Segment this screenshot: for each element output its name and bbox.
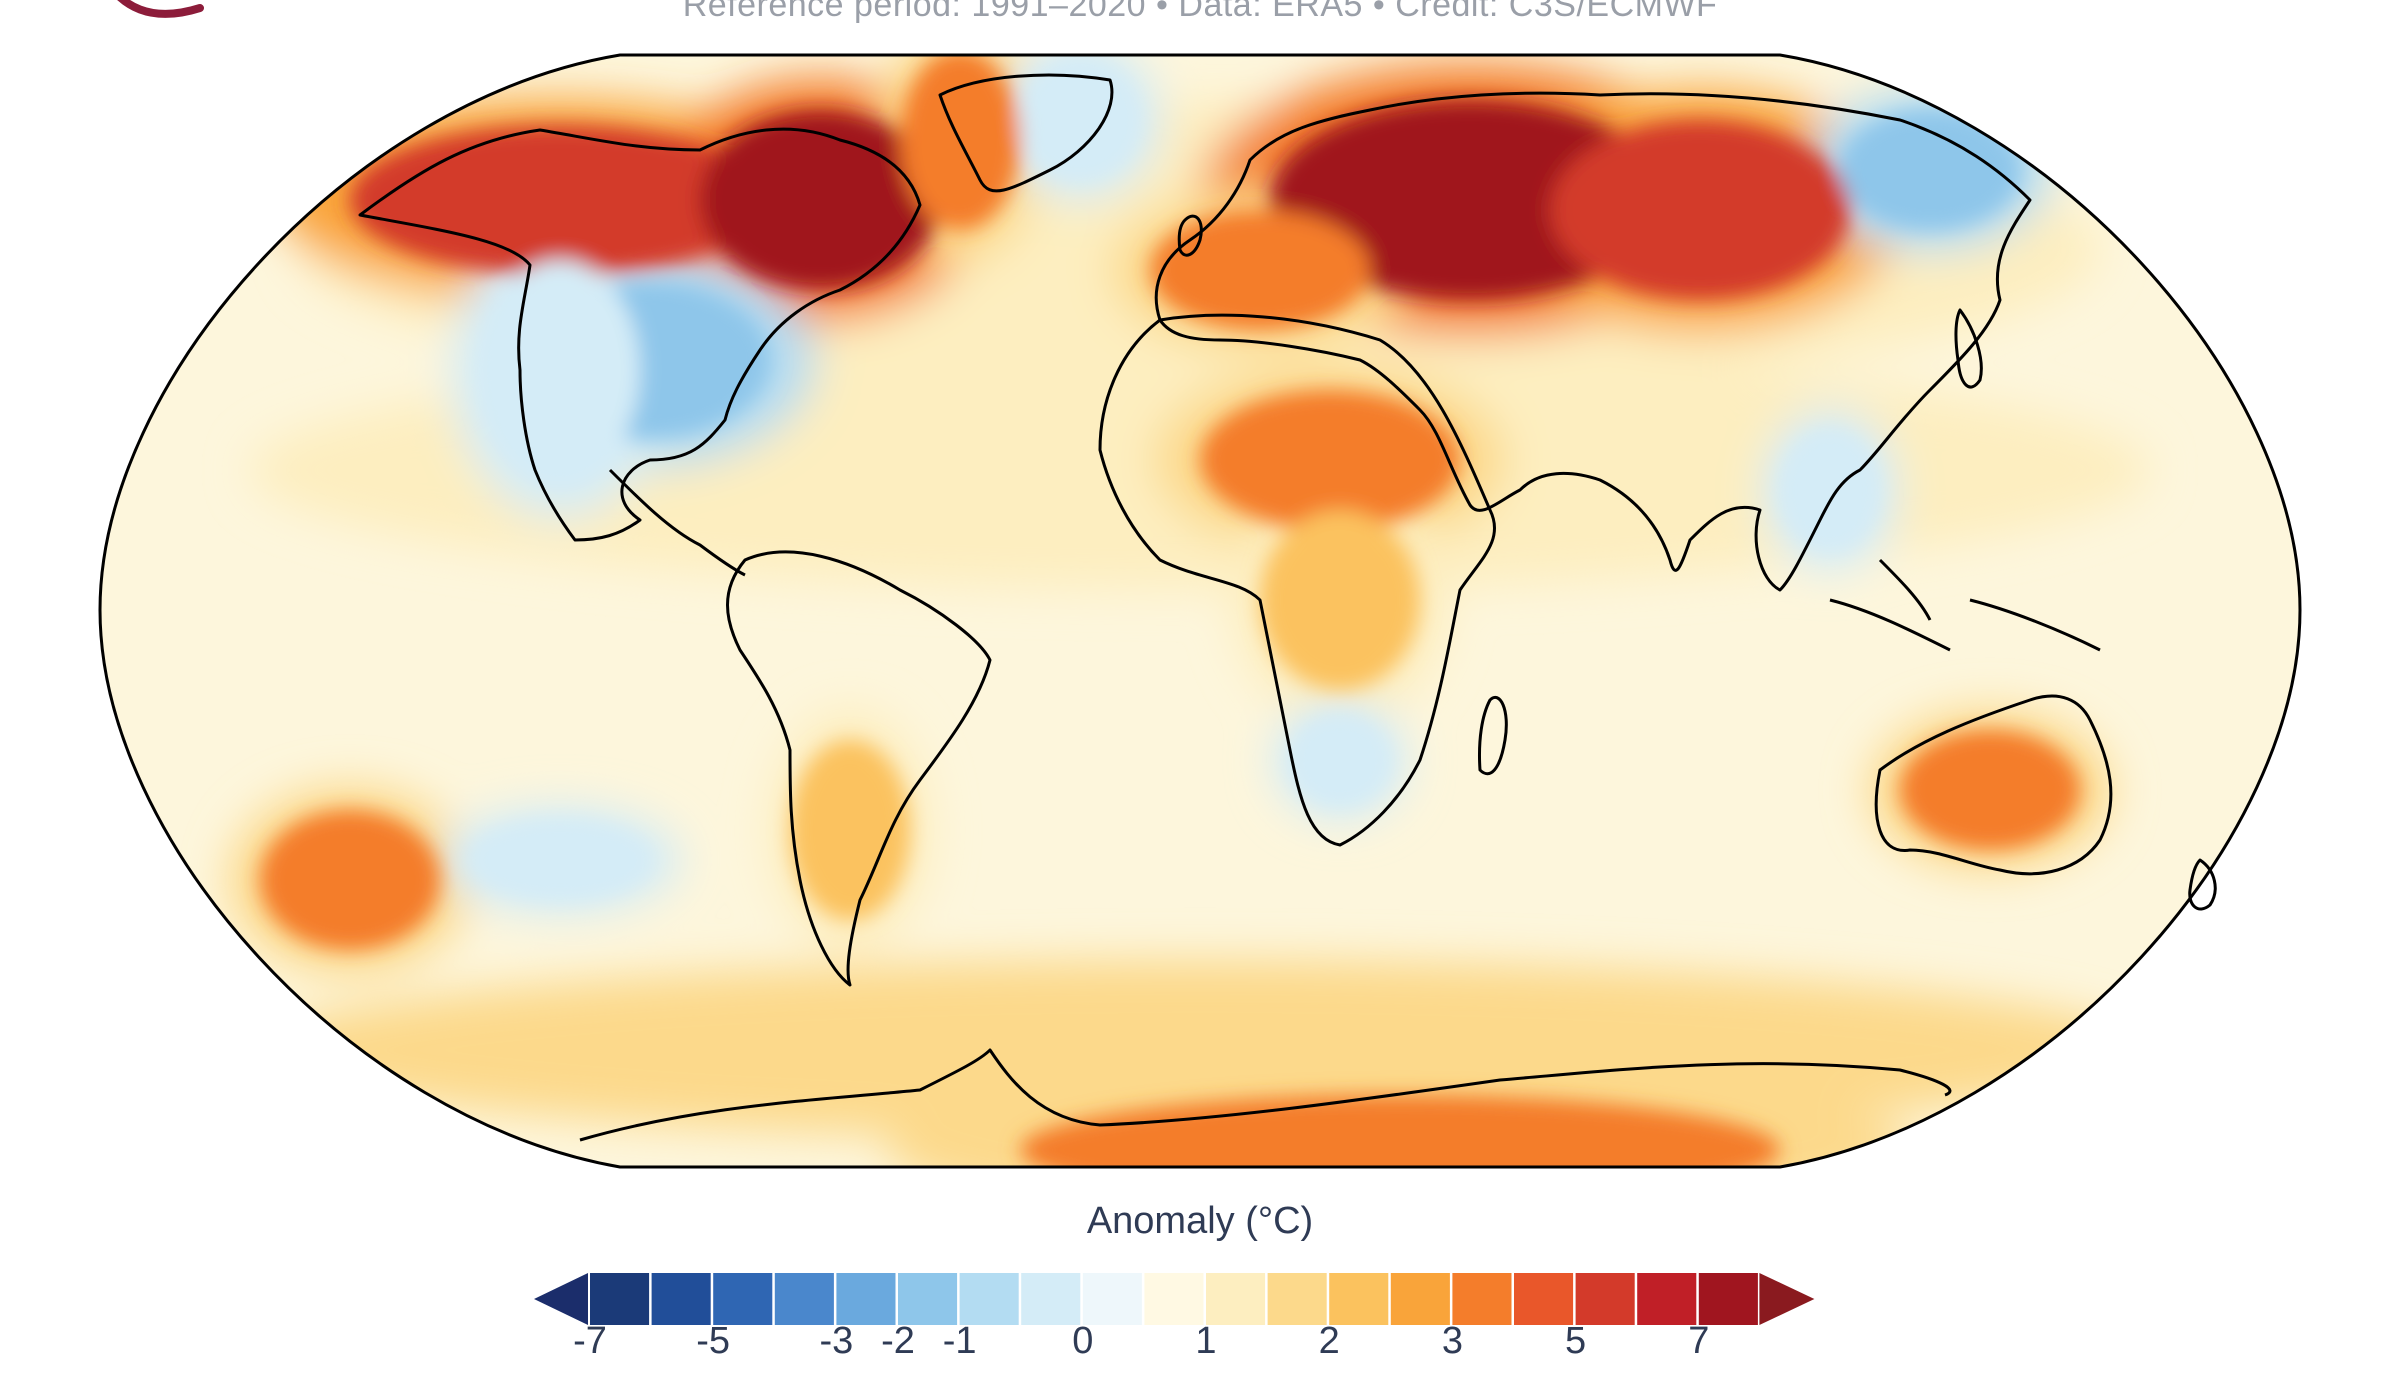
coastlines — [98, 53, 2302, 1169]
coastline-africa — [1098, 313, 1496, 847]
coastline-antarctica — [579, 1048, 1952, 1142]
colorbar-tick-label: 2 — [1318, 1320, 1340, 1362]
anomaly-region-core — [1290, 715, 1390, 805]
colorbar-tick-label: -1 — [942, 1320, 977, 1362]
colorbar-bin — [1698, 1273, 1758, 1325]
colorbar-bin — [1144, 1273, 1204, 1325]
colorbar-tick-label: -3 — [819, 1320, 854, 1362]
colorbar-under-arrow — [534, 1273, 588, 1325]
colorbar-bin — [1021, 1273, 1081, 1325]
colorbar-bin — [1206, 1273, 1266, 1325]
colorbar-bin — [1082, 1273, 1142, 1325]
anomaly-region-core — [1020, 1095, 1780, 1167]
colorbar-tick-label: 5 — [1565, 1320, 1587, 1362]
anomaly-region-core — [1550, 120, 1850, 300]
coastline-indonesia — [1829, 558, 2101, 652]
anomaly-region-core — [350, 125, 770, 275]
coastline-australia — [1874, 694, 2113, 876]
coastline-greenland — [938, 73, 1114, 193]
coastline-north-america — [358, 127, 922, 542]
anomaly-region-core — [1020, 60, 1140, 180]
globe-outline — [98, 53, 2302, 1169]
coastline-new-zealand — [2188, 858, 2217, 911]
colorbar-bin — [898, 1273, 958, 1325]
colorbar-tick-label: -2 — [881, 1320, 915, 1362]
colorbar-tick-label: -5 — [696, 1320, 731, 1362]
colorbar-bin — [1575, 1273, 1635, 1325]
coastline-central-america — [608, 468, 746, 577]
colorbar-tick-label: 7 — [1688, 1320, 1710, 1362]
map-subtitle: Reference period: 1991–2020 • Data: ERA5… — [682, 0, 1718, 24]
colorbar-bin — [1390, 1273, 1450, 1325]
anomaly-region-core — [1150, 210, 1370, 330]
colorbar-bin — [959, 1273, 1019, 1325]
colorbar-bin — [590, 1273, 650, 1325]
colorbar-bin — [1452, 1273, 1512, 1325]
coastline-japan — [1954, 308, 1983, 389]
colorbar-bin — [836, 1273, 896, 1325]
anomaly-region-core — [1780, 430, 1880, 550]
legend-title: Anomaly (°C) — [1086, 1200, 1314, 1242]
colorbar-bin — [774, 1273, 834, 1325]
colorbar-bin — [1514, 1273, 1574, 1325]
colorbar-tick-label: 3 — [1441, 1320, 1463, 1362]
colorbar-bin — [1329, 1273, 1389, 1325]
anomaly-region-core — [260, 810, 440, 950]
anomaly-region-core — [1260, 510, 1420, 690]
anomaly-region-core — [1200, 390, 1460, 530]
colorbar-bin — [1267, 1273, 1327, 1325]
anomaly-region-core — [1900, 730, 2080, 850]
colorbar-bin — [713, 1273, 773, 1325]
coastline-eurasia — [1154, 91, 2032, 592]
colorbar-tick-label: 1 — [1195, 1320, 1217, 1362]
colorbar-bin — [1637, 1273, 1697, 1325]
colorbar-bin — [651, 1273, 711, 1325]
copernicus-logo-icon — [117, 0, 204, 18]
coastline-uk — [1177, 214, 1203, 257]
anomaly-region-core — [790, 740, 910, 920]
coastline-south-america — [726, 550, 992, 987]
coastline-madagascar — [1478, 696, 1508, 776]
anomaly-region-core — [470, 820, 650, 900]
colorbar-over-arrow — [1759, 1273, 1815, 1325]
colorbar-tick-label: 0 — [1072, 1320, 1094, 1362]
colorbar-tick-label: -7 — [573, 1320, 607, 1362]
anomaly-region-core — [1840, 110, 2020, 230]
